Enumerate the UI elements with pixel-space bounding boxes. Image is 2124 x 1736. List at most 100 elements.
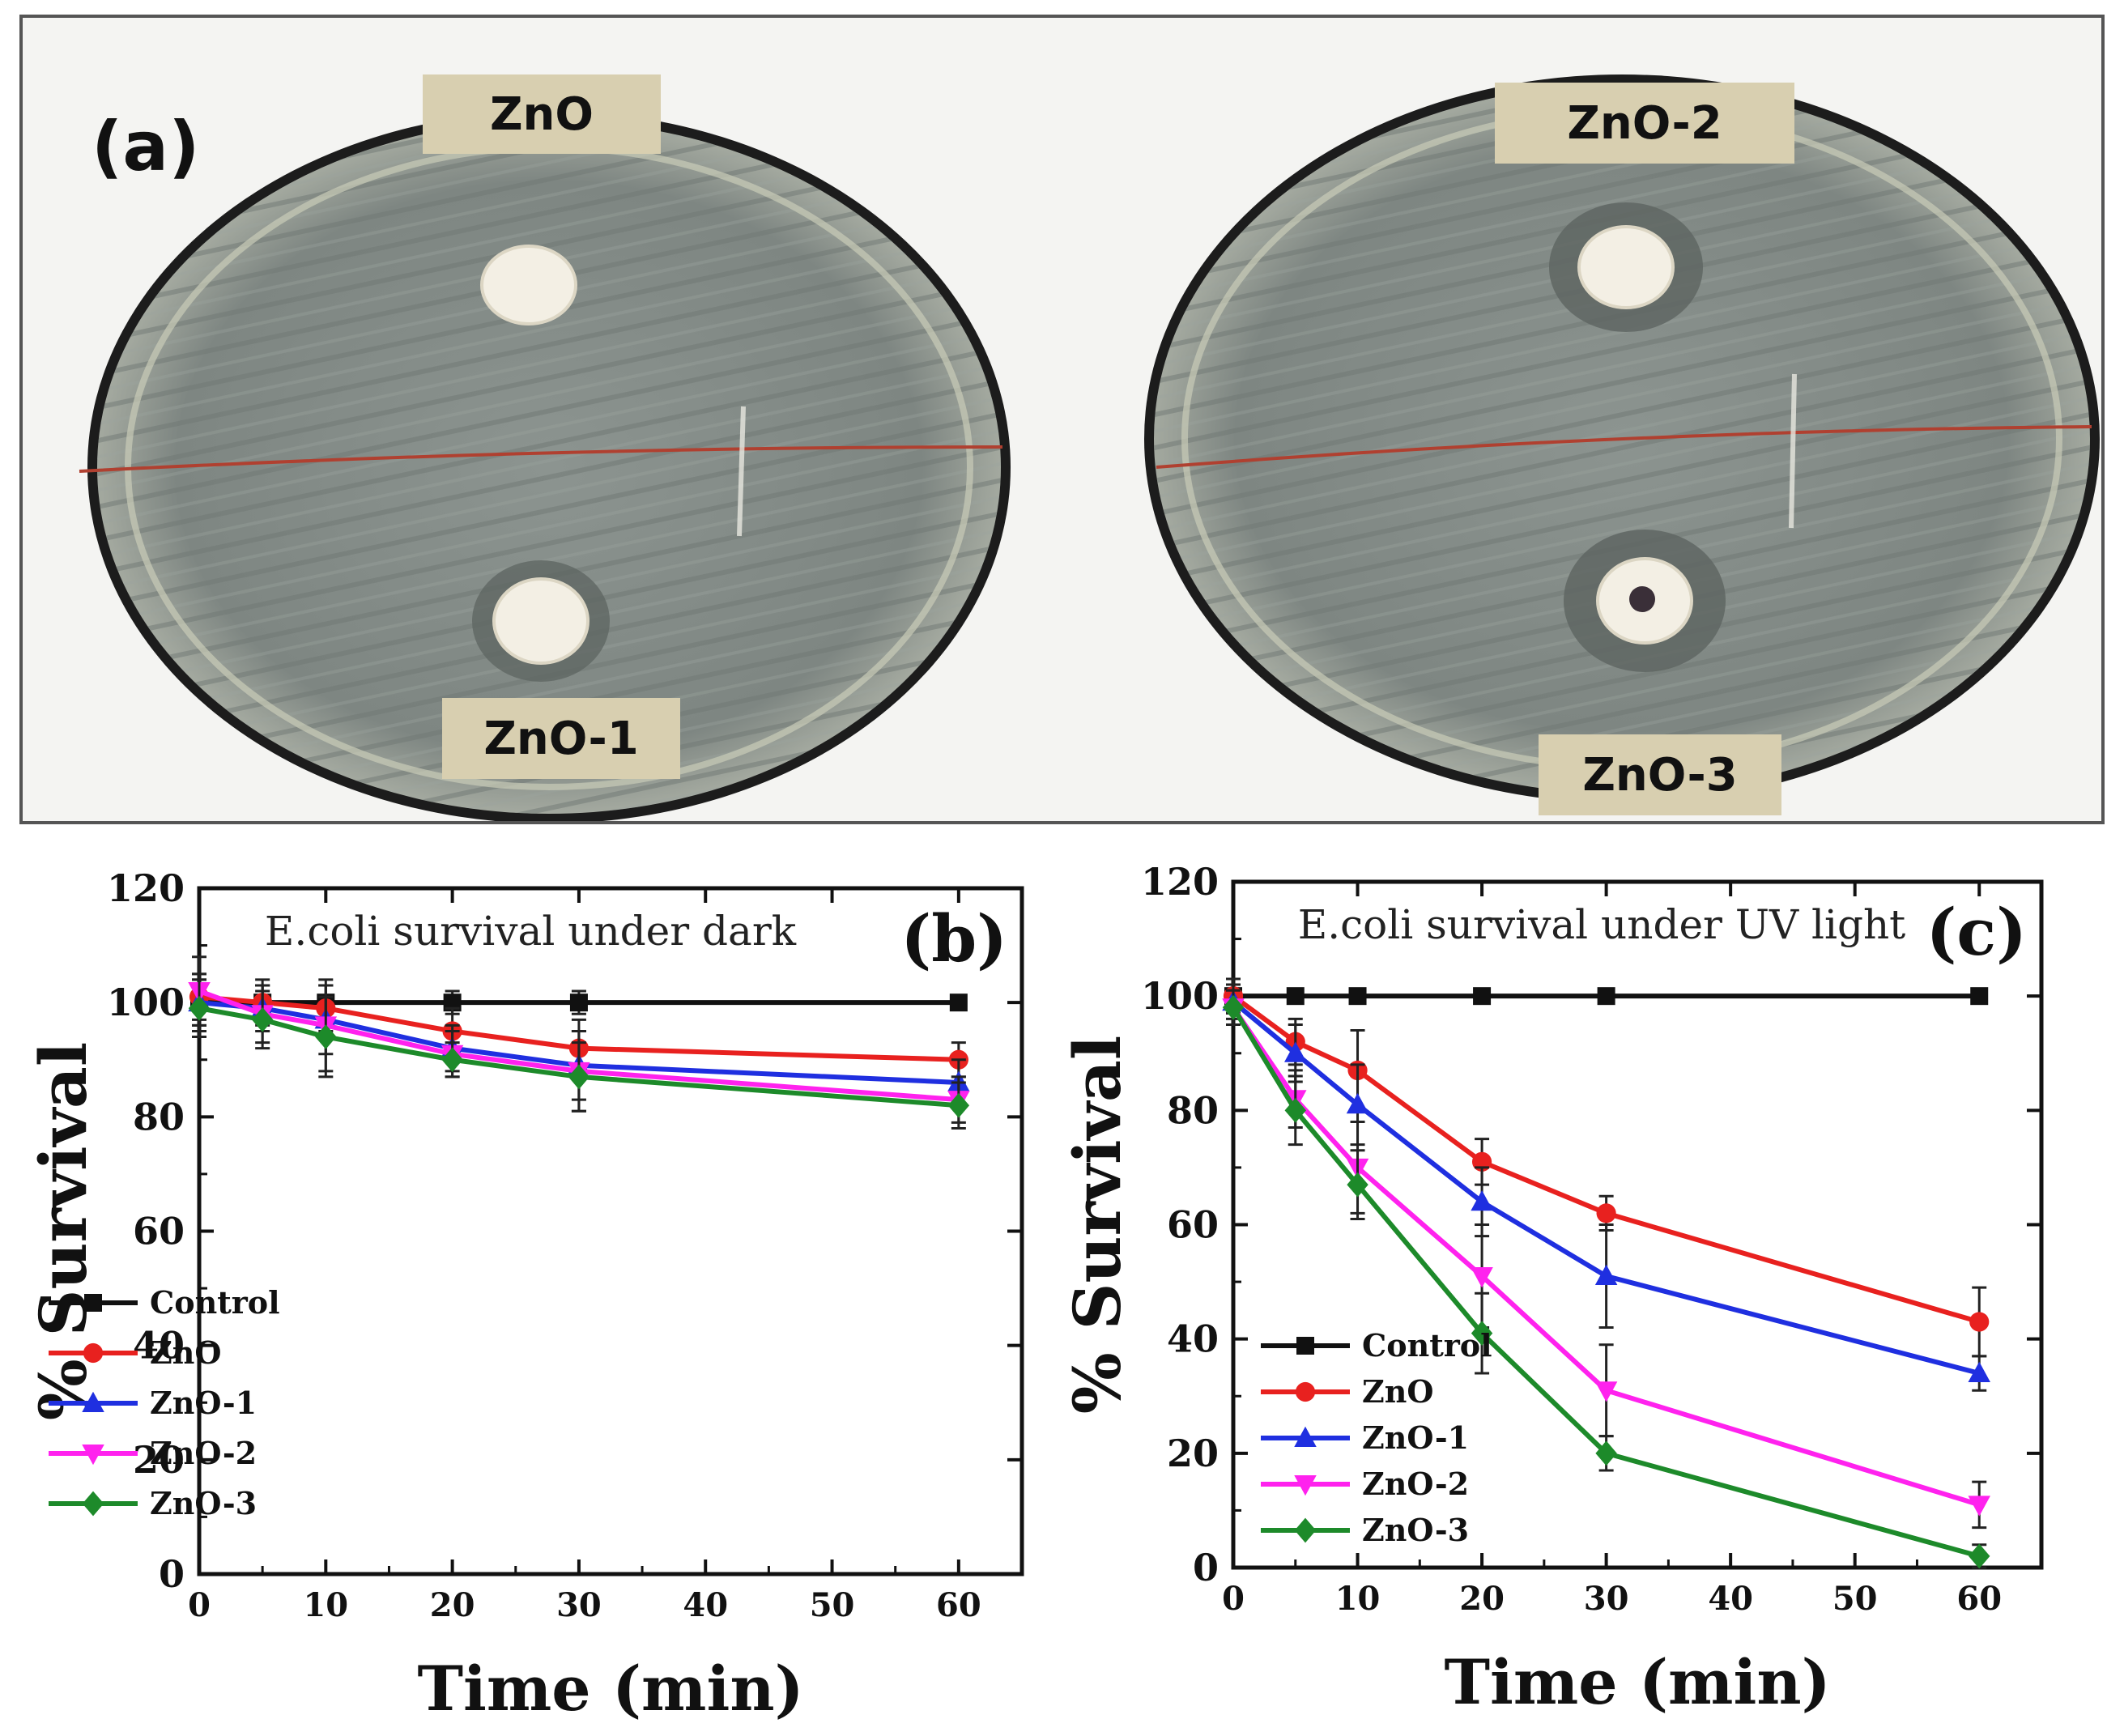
point-control-b [443,994,462,1012]
point-control-c [1970,987,1989,1006]
point-control-c [1286,987,1305,1006]
x-tick-label-b: 10 [303,1586,348,1624]
x-tick-label-c: 30 [1584,1580,1629,1618]
y-axis-label-c: % Survival [1059,1036,1135,1415]
x-tick-label-b: 50 [810,1586,855,1624]
tag-zno: ZnO [423,74,661,154]
legend-marker-zno-3-c [1294,1517,1317,1543]
x-tick-label-b: 0 [188,1586,211,1624]
legend-marker-control-c [1296,1337,1314,1355]
y-tick-label-c: 0 [1193,1546,1219,1589]
tag-zno2: ZnO-2 [1495,83,1794,164]
y-tick-label-c: 40 [1167,1317,1219,1361]
point-zno-3-b [441,1047,463,1073]
x-tick-label-b: 20 [430,1586,475,1624]
legend-marker-zno-b [83,1342,104,1364]
y-tick-label-c: 120 [1141,860,1219,904]
x-tick-label-c: 20 [1459,1580,1505,1618]
point-zno-3-c [1471,1321,1493,1347]
legend-label-zno-1-b: ZnO-1 [150,1385,257,1421]
point-control-c [1473,987,1492,1006]
y-axis-label-b: % Survival [25,1042,101,1421]
y-tick-label-b: 80 [133,1095,185,1138]
legend-label-zno-c: ZnO [1362,1373,1433,1410]
chart-title-b: E.coli survival under dark [265,908,797,955]
x-axis-label-c: Time (min) [1444,1646,1830,1718]
y-tick-label-b: 120 [107,866,185,910]
x-tick-label-b: 30 [556,1586,602,1624]
y-tick-label-c: 100 [1141,974,1219,1018]
point-zno-2-c [1968,1496,1990,1517]
series-zno-3-b [188,978,970,1130]
panel-a-label: (a) [92,107,200,186]
legend-marker-control-b [84,1294,102,1312]
series-line-zno-b [198,994,959,1062]
point-control-c [1348,987,1367,1006]
point-zno-1-c [1284,1041,1307,1062]
chart-b-dark: 0 20 40 60 80 100 120 0 10 20 30 40 50 60 Time (min) % … [25,866,1024,1725]
point-control-b [569,994,588,1012]
series-zno-1-c [1222,983,1990,1392]
x-tick-label-b: 40 [683,1586,728,1624]
point-zno-1-c [1471,1189,1493,1211]
legend-marker-zno-3-b [82,1491,104,1517]
legend-marker-zno-2-c [1294,1475,1317,1496]
y-tick-label-b: 20 [133,1438,185,1482]
legend-marker-zno-1-b [82,1391,104,1412]
panel-label-c: (c) [1926,894,2027,970]
petri-dishes-illustration [79,74,2100,821]
legend-c: Control ZnO ZnO-1 ZnO-2 ZnO-3 [1261,1327,1492,1548]
series-line-zno-3-b [198,1006,960,1108]
x-tick-label-c: 0 [1222,1580,1245,1618]
tag-zno3: ZnO-3 [1539,734,1781,815]
series-line-zno-2-c [1231,1006,1981,1508]
point-zno-3-c [1969,1543,1990,1569]
series-line-zno-1-b [198,1000,959,1085]
y-tick-label-c: 80 [1167,1088,1219,1132]
series-line-zno-3-c [1231,1006,1981,1559]
panel-label-b: (b) [900,900,1007,976]
legend-label-zno-2-b: ZnO-2 [150,1435,257,1471]
y-tick-label-b: 0 [159,1552,185,1596]
legend-label-control-b: Control [150,1284,280,1321]
legend-marker-zno-2-b [82,1445,104,1466]
legend-b: Control ZnO ZnO-1 ZnO-2 ZnO-3 [49,1284,280,1521]
chart-title-c: E.coli survival under UV light [1298,901,1906,948]
point-zno-1-c [1346,1092,1369,1114]
y-tick-label-b: 100 [107,981,185,1024]
legend-label-zno-3-c: ZnO-3 [1362,1512,1469,1548]
x-tick-label-b: 60 [936,1586,981,1624]
x-tick-label-c: 10 [1335,1580,1381,1618]
legend-label-zno-b: ZnO [150,1334,221,1371]
y-tick-label-b: 60 [133,1210,185,1253]
legend-label-zno-3-b: ZnO-3 [150,1485,257,1521]
legend-label-control-c: Control [1362,1327,1492,1364]
tag-zno1: ZnO-1 [442,698,680,779]
legend-label-zno-1-c: ZnO-1 [1362,1419,1469,1456]
series-line-zno-1-c [1232,999,1980,1376]
legend-marker-zno-c [1295,1381,1316,1402]
chart-c-uv: 0 20 40 60 80 100 120 0 10 20 30 40 50 60 Time (min) % … [1059,860,2044,1718]
legend-label-zno-2-c: ZnO-2 [1362,1466,1469,1502]
legend-marker-zno-1-c [1294,1426,1317,1447]
series-line-zno-c [1232,994,1981,1325]
point-zno-2-c [1594,1381,1618,1402]
point-zno-c [1596,1203,1616,1223]
x-tick-label-c: 40 [1708,1580,1753,1618]
x-tick-label-c: 50 [1832,1580,1878,1618]
disc-zno [480,245,577,326]
plot-frame-b [197,886,1024,1576]
point-zno-2-c [1471,1267,1493,1288]
point-zno-1-c [1968,1361,1990,1383]
y-tick-label-b: 40 [133,1324,185,1368]
point-control-c [1597,987,1615,1006]
point-control-b [949,994,968,1012]
series-control-c [1224,977,1989,1015]
disc-zno2 [1577,225,1675,309]
point-zno-1-c [1594,1264,1618,1286]
disc-zno1 [492,577,590,665]
panel-a-photo: (a) ZnO ZnO-1 ZnO-2 ZnO-3 [19,15,2105,824]
series-line-zno-2-b [198,989,960,1103]
y-tick-label-c: 20 [1167,1432,1219,1475]
x-axis-label-b: Time (min) [417,1653,803,1725]
